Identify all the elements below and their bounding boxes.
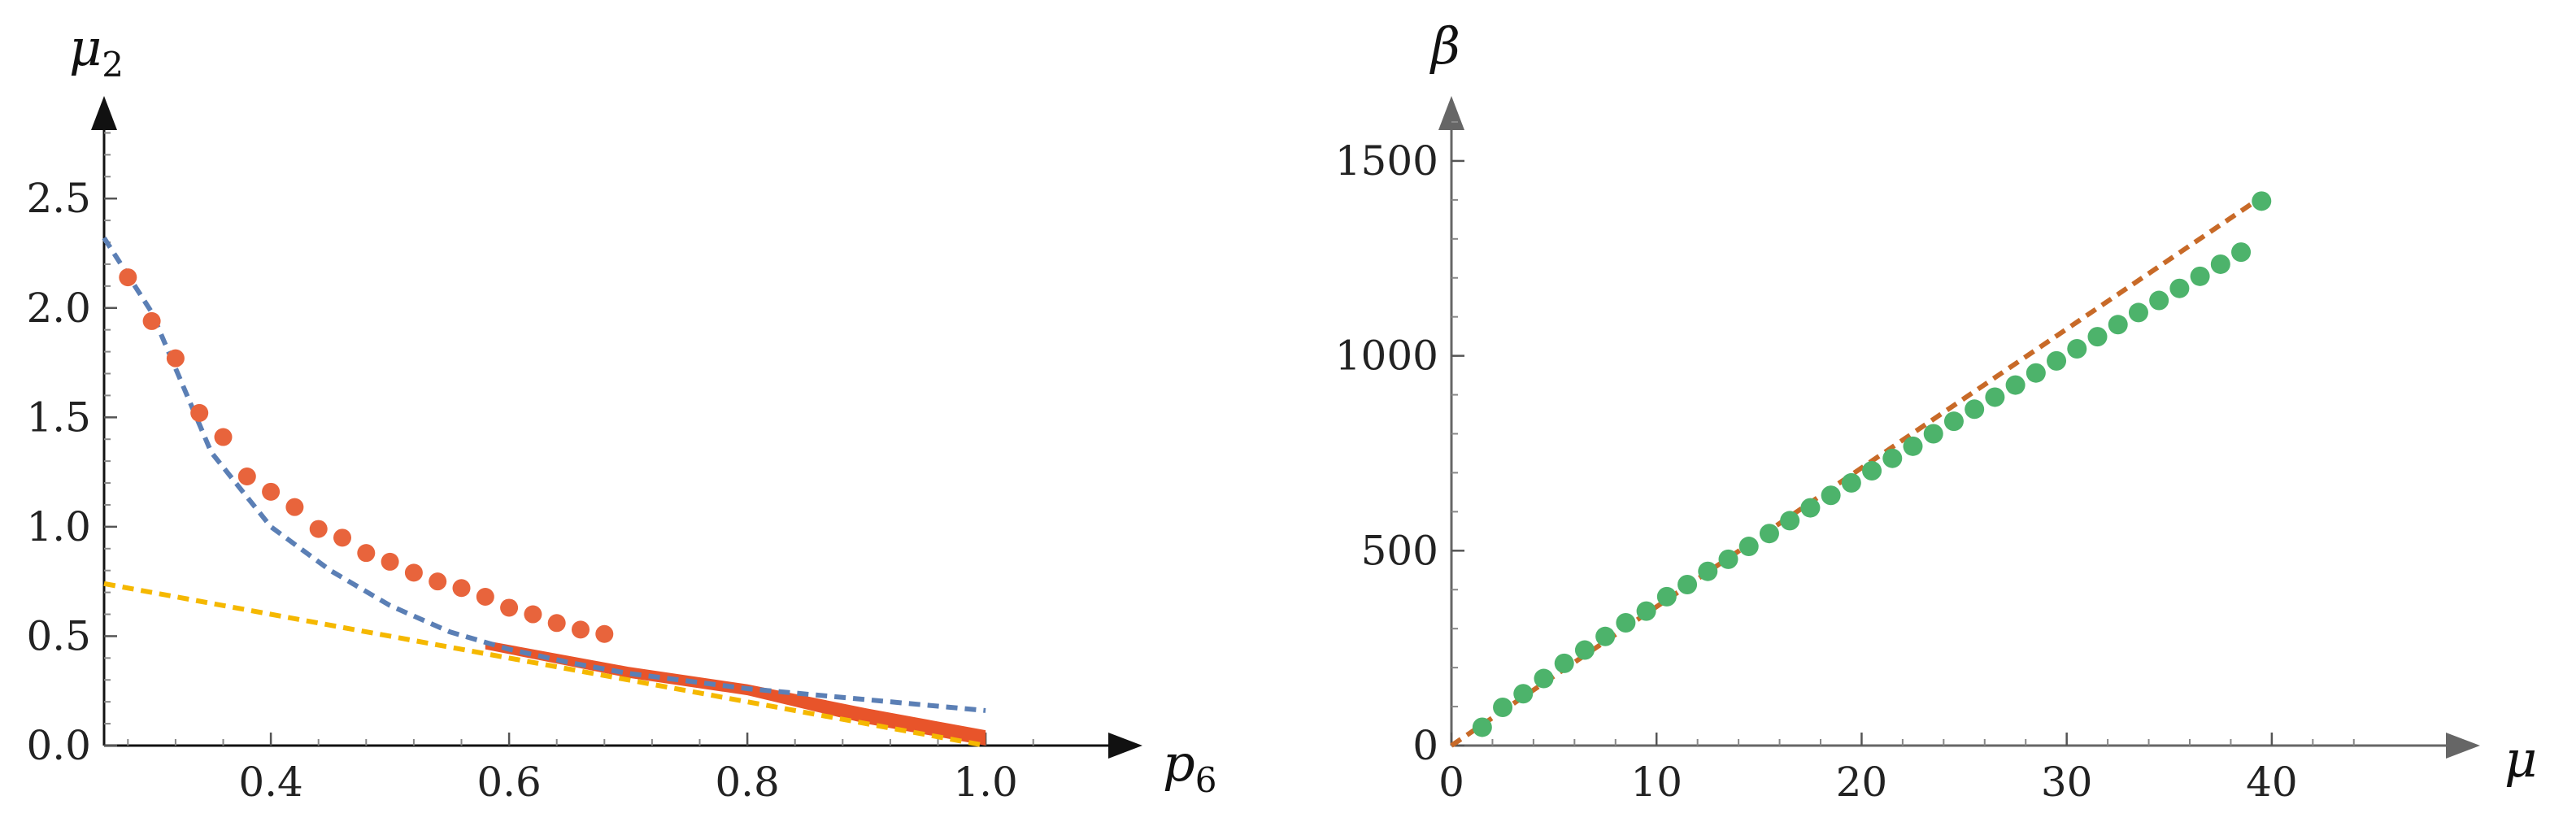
series-band xyxy=(485,640,986,746)
y-tick-label: 500 xyxy=(1361,527,1438,574)
data-point xyxy=(357,544,376,563)
data-point xyxy=(1923,424,1943,444)
data-point xyxy=(1943,411,1964,432)
data-point xyxy=(2026,363,2046,383)
y-tick-label: 2.5 xyxy=(26,175,91,222)
data-point xyxy=(2169,278,2190,298)
data-point xyxy=(1534,668,1554,689)
data-point xyxy=(1554,653,1574,673)
data-point xyxy=(1493,698,1513,718)
series-dashed-line-3 xyxy=(103,581,986,748)
data-point xyxy=(1882,448,1903,468)
data-point xyxy=(2067,338,2087,359)
x-axis-title-subscript: 6 xyxy=(1195,760,1217,800)
y-axis-title: μ2 xyxy=(69,18,124,85)
x-tick-label: 40 xyxy=(2246,759,2298,806)
data-point xyxy=(429,572,447,591)
data-point xyxy=(500,598,519,617)
data-point xyxy=(381,552,399,571)
data-point xyxy=(1965,399,1985,420)
data-point xyxy=(119,268,137,287)
x-axis-arrow xyxy=(2446,733,2480,759)
data-point xyxy=(262,482,281,501)
data-point xyxy=(1472,717,1492,737)
y-axis-title: β xyxy=(1429,16,1460,76)
data-point xyxy=(2047,350,2067,371)
data-point xyxy=(452,579,471,598)
data-point xyxy=(237,467,256,485)
data-point xyxy=(1985,387,2005,407)
y-tick-label: 0.0 xyxy=(26,722,91,769)
data-point xyxy=(214,428,233,446)
data-point xyxy=(2231,242,2252,263)
data-point xyxy=(1738,537,1759,557)
data-point xyxy=(2149,290,2169,311)
data-point xyxy=(547,614,566,633)
y-axis-title-subscript: 2 xyxy=(102,45,124,85)
data-point xyxy=(309,520,328,538)
data-point xyxy=(1759,524,1779,544)
y-axis-arrow xyxy=(1438,96,1464,130)
series-dashed-line-1 xyxy=(1450,188,2274,748)
data-point xyxy=(1677,575,1698,595)
data-point xyxy=(1656,586,1677,607)
data-point xyxy=(166,349,185,367)
data-point xyxy=(1698,561,1718,581)
data-point xyxy=(1903,436,1923,456)
data-point xyxy=(595,624,614,643)
data-point xyxy=(190,403,209,422)
data-point xyxy=(1636,601,1656,621)
y-tick-label: 1500 xyxy=(1335,137,1438,185)
y-tick-label: 1.0 xyxy=(26,503,91,550)
y-tick-label: 2.0 xyxy=(26,285,91,332)
data-point xyxy=(1574,640,1595,660)
x-tick-label: 0.6 xyxy=(476,759,542,806)
x-tick-label: 0.8 xyxy=(715,759,780,806)
data-point xyxy=(1780,511,1800,531)
x-tick-label: 30 xyxy=(2041,759,2093,806)
plot-area xyxy=(1450,188,2274,748)
y-tick-label: 0 xyxy=(1412,722,1438,769)
data-point xyxy=(1821,485,1841,506)
data-point xyxy=(1841,472,1861,493)
data-point xyxy=(2128,302,2148,323)
data-point xyxy=(2108,315,2128,335)
y-tick-label: 1000 xyxy=(1335,333,1438,380)
data-point xyxy=(1513,684,1534,704)
data-point xyxy=(2087,327,2108,347)
plot-area xyxy=(102,237,986,748)
y-tick-label: 0.5 xyxy=(26,612,91,659)
data-point xyxy=(572,620,590,639)
data-point xyxy=(2190,266,2210,286)
y-tick-label: 1.5 xyxy=(26,394,91,441)
data-point xyxy=(285,498,304,516)
data-point xyxy=(476,587,494,606)
data-point xyxy=(524,605,542,624)
data-point xyxy=(333,528,351,547)
x-tick-label: 0.4 xyxy=(238,759,303,806)
x-axis-arrow xyxy=(1108,733,1142,759)
right-chart: 0 10 20 30 40 0 500 1000 1500 μ β xyxy=(1335,16,2538,806)
data-point xyxy=(1718,549,1738,569)
x-axis-title: μ xyxy=(2504,729,2537,789)
x-tick-label: 1.0 xyxy=(953,759,1018,806)
data-point xyxy=(1800,498,1821,518)
data-point xyxy=(142,311,161,330)
data-point xyxy=(1862,461,1882,481)
x-tick-label: 0 xyxy=(1438,759,1464,806)
data-point xyxy=(2005,375,2026,395)
data-point xyxy=(2210,254,2230,274)
x-tick-label: 10 xyxy=(1630,759,1682,806)
data-point xyxy=(1595,626,1616,646)
data-point xyxy=(2252,191,2272,211)
x-axis-title: p6 xyxy=(1163,733,1216,800)
x-tick-label: 20 xyxy=(1836,759,1888,806)
series-dashed-line-2 xyxy=(102,237,986,713)
data-point xyxy=(1616,612,1636,633)
data-point xyxy=(404,563,423,582)
y-axis-arrow xyxy=(91,96,117,130)
left-chart: 0.4 0.6 0.8 1.0 0.0 0.5 1.0 1.5 2.0 2.5 p6 μ2 xyxy=(26,18,1216,806)
